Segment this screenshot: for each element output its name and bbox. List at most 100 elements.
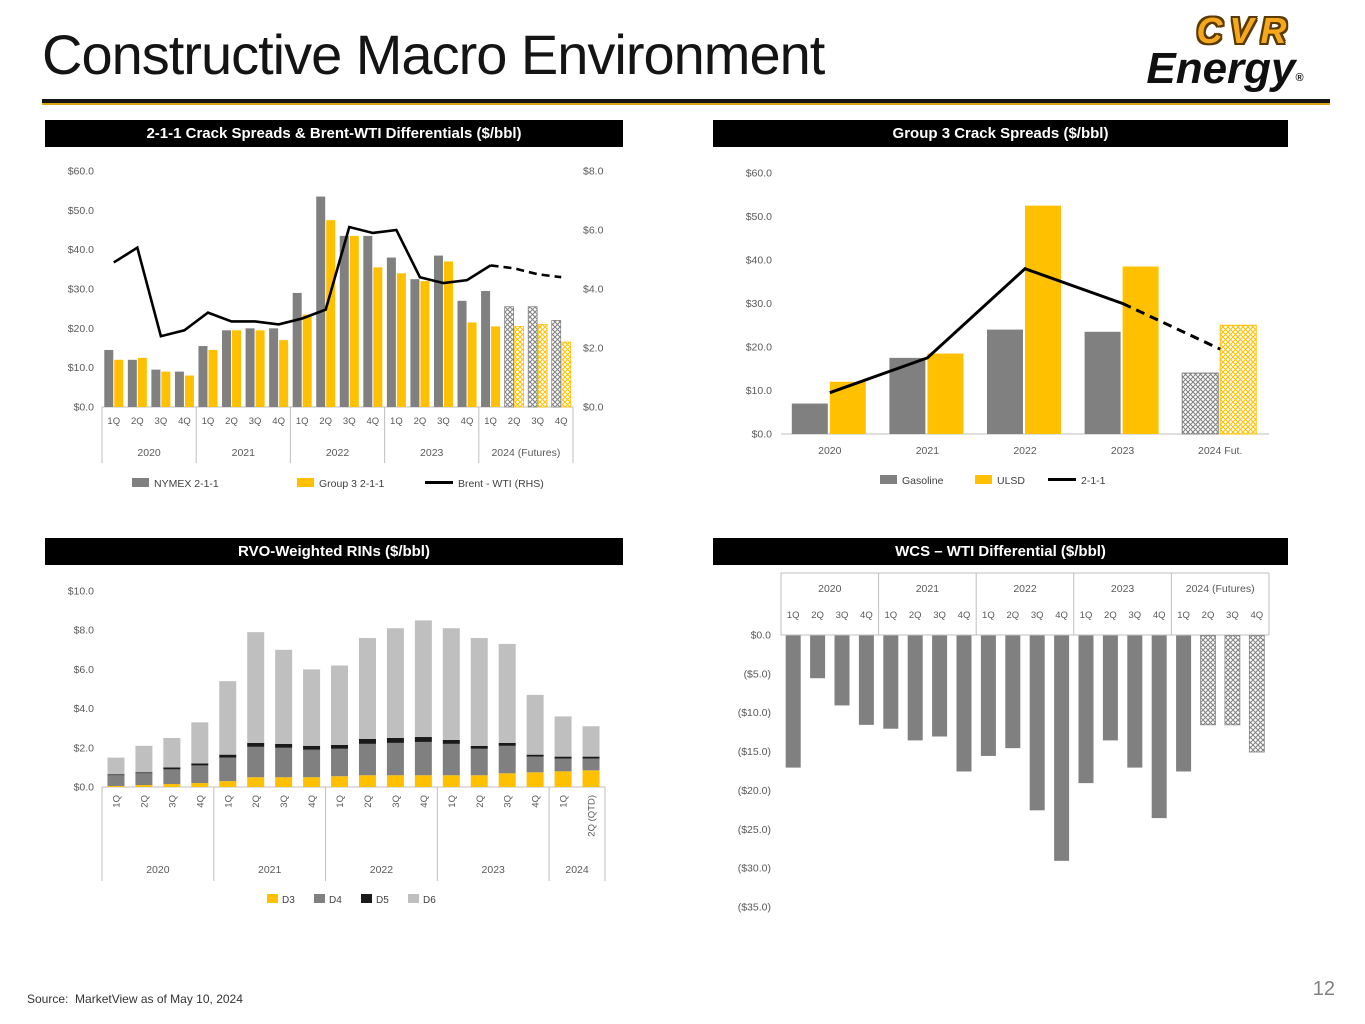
panel-title-wcs-wti-differential: WCS – WTI Differential ($/bbl) (713, 538, 1288, 565)
svg-text:2021: 2021 (916, 445, 940, 457)
svg-text:3Q: 3Q (1128, 610, 1141, 621)
svg-text:3Q: 3Q (279, 795, 290, 808)
registered-mark: ® (1295, 72, 1304, 84)
svg-text:4Q: 4Q (1250, 610, 1263, 621)
svg-text:2023: 2023 (1111, 583, 1135, 595)
svg-text:1Q: 1Q (223, 795, 234, 808)
svg-text:$2.0: $2.0 (583, 343, 604, 355)
svg-text:3Q: 3Q (167, 795, 178, 808)
svg-text:4Q: 4Q (860, 610, 873, 621)
svg-text:D6: D6 (423, 895, 436, 906)
svg-text:2022: 2022 (1013, 445, 1037, 457)
page-title: Constructive Macro Environment (42, 23, 825, 86)
title-divider (42, 99, 1330, 105)
svg-text:1Q: 1Q (787, 610, 800, 621)
svg-text:3Q: 3Q (343, 416, 356, 427)
svg-text:$6.0: $6.0 (583, 225, 604, 237)
svg-text:$60.0: $60.0 (746, 168, 772, 180)
svg-text:4Q: 4Q (958, 610, 971, 621)
svg-text:D3: D3 (282, 895, 295, 906)
svg-text:$20.0: $20.0 (68, 323, 94, 335)
svg-text:NYMEX 2-1-1: NYMEX 2-1-1 (154, 478, 219, 490)
svg-text:1Q: 1Q (447, 795, 458, 808)
svg-text:3Q: 3Q (155, 416, 168, 427)
svg-text:1Q: 1Q (484, 416, 497, 427)
svg-text:2021: 2021 (232, 447, 256, 459)
svg-text:2Q: 2Q (475, 795, 486, 808)
bars-group (791, 205, 1257, 435)
svg-text:3Q: 3Q (503, 795, 514, 808)
legend: Gasoline ULSD 2-1-1 (880, 475, 1106, 487)
svg-text:4Q: 4Q (178, 416, 191, 427)
svg-text:3Q: 3Q (933, 610, 946, 621)
svg-text:1Q: 1Q (884, 610, 897, 621)
svg-text:$10.0: $10.0 (746, 385, 772, 397)
svg-text:4Q: 4Q (307, 795, 318, 808)
svg-text:$2.0: $2.0 (74, 742, 95, 754)
svg-text:$0.0: $0.0 (751, 630, 772, 642)
svg-text:2Q (QTD): 2Q (QTD) (587, 795, 598, 837)
svg-text:2024: 2024 (565, 864, 589, 876)
svg-text:$20.0: $20.0 (746, 342, 772, 354)
svg-text:1Q: 1Q (107, 416, 120, 427)
svg-text:3Q: 3Q (249, 416, 262, 427)
svg-text:2020: 2020 (818, 445, 842, 457)
svg-text:1Q: 1Q (1080, 610, 1093, 621)
svg-text:1Q: 1Q (296, 416, 309, 427)
svg-text:$50.0: $50.0 (746, 211, 772, 223)
svg-text:($5.0): ($5.0) (744, 668, 771, 680)
svg-text:4Q: 4Q (461, 416, 474, 427)
page-number: 12 (1312, 978, 1335, 1000)
svg-text:3Q: 3Q (391, 795, 402, 808)
panel-title-group3-crack-spreads: Group 3 Crack Spreads ($/bbl) (713, 120, 1288, 147)
svg-text:3Q: 3Q (531, 416, 544, 427)
svg-text:2Q: 2Q (319, 416, 332, 427)
svg-text:$30.0: $30.0 (746, 298, 772, 310)
svg-text:Gasoline: Gasoline (902, 475, 944, 487)
brent-wti-line-futures (490, 264, 562, 279)
svg-text:2024 (Futures): 2024 (Futures) (1186, 583, 1255, 595)
svg-text:2Q: 2Q (363, 795, 374, 808)
panel-group3-crack-spreads: Group 3 Crack Spreads ($/bbl) $0.0 $10.0 $… (713, 120, 1288, 497)
svg-text:4Q: 4Q (419, 795, 430, 808)
rvo-weighted-rins-chart: $0.0 $2.0 $4.0 $6.0 $8.0 $10.0 1Q 2Q 3Q 4Q 1Q 2Q 3Q 4… (68, 586, 606, 906)
svg-text:4Q: 4Q (1055, 610, 1068, 621)
svg-text:2020: 2020 (137, 447, 161, 459)
svg-text:2Q: 2Q (1104, 610, 1117, 621)
svg-text:2Q: 2Q (131, 416, 144, 427)
svg-text:1Q: 1Q (1177, 610, 1190, 621)
svg-text:4Q: 4Q (1153, 610, 1166, 621)
svg-text:4Q: 4Q (555, 416, 568, 427)
svg-text:2Q: 2Q (1202, 610, 1215, 621)
svg-text:2022: 2022 (370, 864, 394, 876)
bars-group (104, 196, 572, 408)
svg-text:4Q: 4Q (366, 416, 379, 427)
svg-text:2Q: 2Q (139, 795, 150, 808)
svg-text:($15.0): ($15.0) (738, 746, 771, 758)
legend: D3 D4 D5 D6 (267, 894, 436, 906)
wcs-wti-differential-chart: $0.0 ($5.0) ($10.0) ($15.0) ($20.0) ($25.0) ($… (738, 572, 1270, 913)
svg-text:2Q: 2Q (251, 795, 262, 808)
svg-text:1Q: 1Q (559, 795, 570, 808)
logo-energy-word: Energy (1146, 44, 1296, 93)
svg-text:4Q: 4Q (272, 416, 285, 427)
svg-text:$6.0: $6.0 (74, 664, 95, 676)
brent-wti-line (113, 225, 492, 338)
svg-text:2Q: 2Q (225, 416, 238, 427)
legend: NYMEX 2-1-1 Group 3 2-1-1 Brent - WTI (RHS… (132, 478, 544, 490)
svg-text:$40.0: $40.0 (746, 255, 772, 267)
two-one-one-line-futures (1121, 302, 1221, 351)
cvr-energy-logo: CVR Energy® (1125, 10, 1325, 105)
svg-text:2Q: 2Q (414, 416, 427, 427)
svg-text:$0.0: $0.0 (74, 402, 95, 414)
svg-text:1Q: 1Q (982, 610, 995, 621)
svg-text:2-1-1: 2-1-1 (1081, 475, 1106, 487)
svg-text:$8.0: $8.0 (583, 166, 604, 178)
svg-text:$0.0: $0.0 (752, 429, 773, 441)
panel-title-rvo-weighted-rins: RVO-Weighted RINs ($/bbl) (45, 538, 623, 565)
panel-wcs-wti-differential: WCS – WTI Differential ($/bbl) $0.0 ($5.0… (713, 538, 1288, 925)
svg-text:2023: 2023 (482, 864, 506, 876)
logo-cvr-text: CVR (1196, 10, 1294, 51)
svg-text:D4: D4 (329, 895, 342, 906)
svg-text:$30.0: $30.0 (68, 284, 94, 296)
